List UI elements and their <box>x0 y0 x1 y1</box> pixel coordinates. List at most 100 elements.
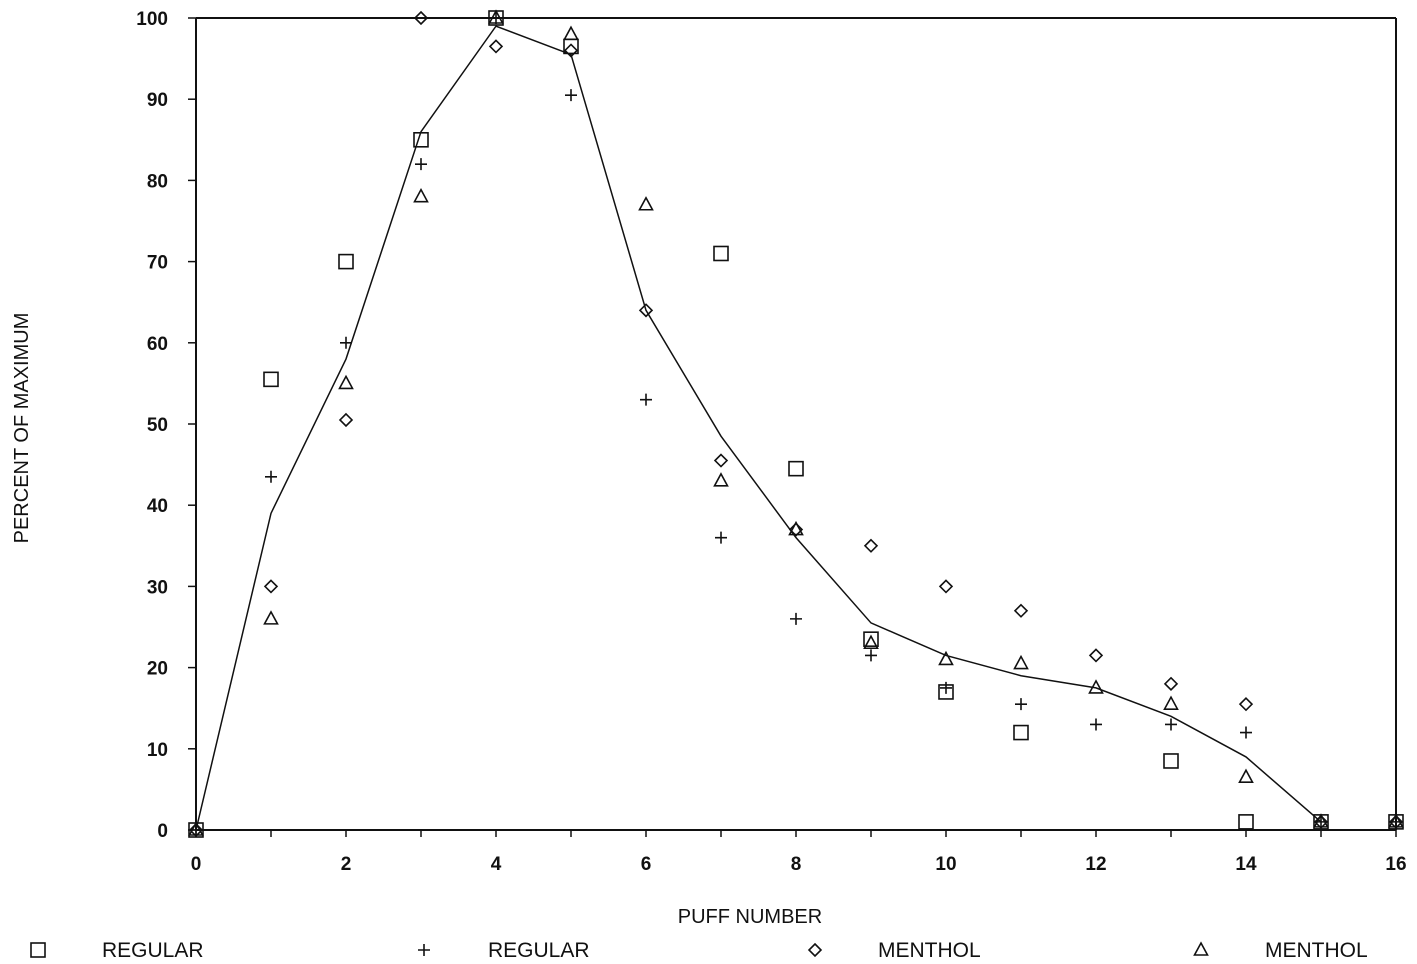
point-plus <box>265 470 277 483</box>
point-triangle <box>1163 695 1179 710</box>
y-tick-label: 100 <box>136 9 168 30</box>
x-axis-title: PUFF NUMBER <box>678 906 822 928</box>
point-plus <box>940 681 952 694</box>
x-tick-label: 14 <box>1235 854 1257 875</box>
y-axis-title: PERCENT OF MAXIMUM <box>11 313 33 544</box>
point-plus <box>565 89 577 102</box>
x-tick-label: 6 <box>641 854 652 875</box>
fit-curve <box>195 25 1322 831</box>
point-triangle <box>938 650 954 666</box>
point-diamond <box>1013 603 1029 618</box>
series-1-plus <box>190 12 1402 836</box>
legend-marker-plus <box>418 944 430 956</box>
x-tick-label: 10 <box>935 854 956 875</box>
legend-item-1: REGULAR <box>418 939 590 962</box>
legend-marker-diamond <box>807 942 823 958</box>
point-diamond <box>188 822 204 838</box>
legend-item-2: MENTHOL <box>807 939 981 962</box>
point-triangle <box>1088 679 1104 694</box>
x-tick-label: 12 <box>1085 854 1106 875</box>
legend-label: REGULAR <box>488 939 590 962</box>
point-diamond <box>713 453 729 468</box>
point-square <box>263 371 279 388</box>
point-diamond <box>488 39 504 54</box>
data-points <box>188 9 1404 838</box>
y-tick-label: 40 <box>147 496 168 517</box>
x-tick-label: 4 <box>491 854 502 875</box>
axes <box>195 17 1397 831</box>
point-diamond <box>563 43 579 58</box>
point-triangle <box>863 634 879 650</box>
point-square <box>338 253 354 270</box>
point-triangle <box>788 520 804 536</box>
legend: REGULAR REGULAR MENTHOL MENTHOL <box>30 939 1368 962</box>
point-square <box>1163 753 1179 769</box>
point-plus <box>640 393 652 406</box>
point-triangle <box>188 821 204 836</box>
legend-label: REGULAR <box>102 939 204 962</box>
y-tick-label: 90 <box>147 90 168 111</box>
point-diamond <box>863 538 879 553</box>
point-plus <box>1015 698 1027 711</box>
point-plus <box>340 336 352 349</box>
legend-marker-square <box>30 942 46 958</box>
legend-label: MENTHOL <box>878 939 981 962</box>
legend-item-0: REGULAR <box>30 939 204 962</box>
legend-item-3: MENTHOL <box>1193 939 1368 962</box>
point-diamond <box>1388 814 1404 830</box>
point-plus <box>415 158 427 171</box>
legend-label: MENTHOL <box>1265 939 1368 962</box>
y-tick-label: 0 <box>157 821 168 842</box>
point-plus <box>715 531 727 544</box>
point-plus <box>1090 718 1102 731</box>
x-tick-label: 16 <box>1385 854 1406 875</box>
point-triangle <box>1013 654 1029 670</box>
series-3-triangle <box>188 9 1404 836</box>
point-diamond <box>1088 648 1104 663</box>
point-diamond <box>338 412 354 428</box>
legend-marker-triangle <box>1193 941 1209 956</box>
fit-line-group <box>195 25 1322 831</box>
series-0-square <box>188 10 1404 838</box>
point-triangle <box>638 196 654 211</box>
point-square <box>1238 814 1254 830</box>
point-diamond <box>1163 676 1179 691</box>
point-triangle <box>1313 813 1329 828</box>
point-triangle <box>413 187 429 203</box>
point-plus <box>865 649 877 662</box>
point-triangle <box>713 472 729 487</box>
y-tick-label: 80 <box>147 171 168 192</box>
point-diamond <box>1313 814 1329 830</box>
point-triangle <box>1388 813 1404 828</box>
point-plus <box>1165 718 1177 731</box>
point-diamond <box>1238 697 1254 712</box>
point-diamond <box>638 303 654 318</box>
point-diamond <box>413 10 429 26</box>
y-tick-label: 50 <box>147 415 168 436</box>
point-square <box>788 460 804 477</box>
x-tick-label: 2 <box>341 854 352 875</box>
point-triangle <box>1238 768 1254 784</box>
point-square <box>863 631 879 647</box>
y-tick-label: 70 <box>147 253 168 274</box>
y-tick-label: 10 <box>147 740 168 761</box>
point-plus <box>1240 726 1252 739</box>
point-square <box>1013 724 1029 741</box>
point-triangle <box>563 25 579 41</box>
point-plus <box>790 612 802 625</box>
point-triangle <box>338 374 354 390</box>
tick-group: 0 2 4 6 8 10 12 14 16 0 10 20 30 40 50 60 70 80 90 100 <box>136 9 1406 875</box>
series-2-diamond <box>188 10 1404 838</box>
y-tick-label: 30 <box>147 577 168 598</box>
point-diamond <box>788 522 804 537</box>
point-diamond <box>938 579 954 594</box>
x-tick-label: 0 <box>191 854 202 875</box>
point-triangle <box>488 9 504 24</box>
point-square <box>713 245 729 262</box>
x-tick-label: 8 <box>791 854 802 875</box>
point-square <box>413 132 429 148</box>
point-diamond <box>263 579 279 594</box>
point-triangle <box>263 610 279 625</box>
y-tick-label: 20 <box>147 659 168 680</box>
